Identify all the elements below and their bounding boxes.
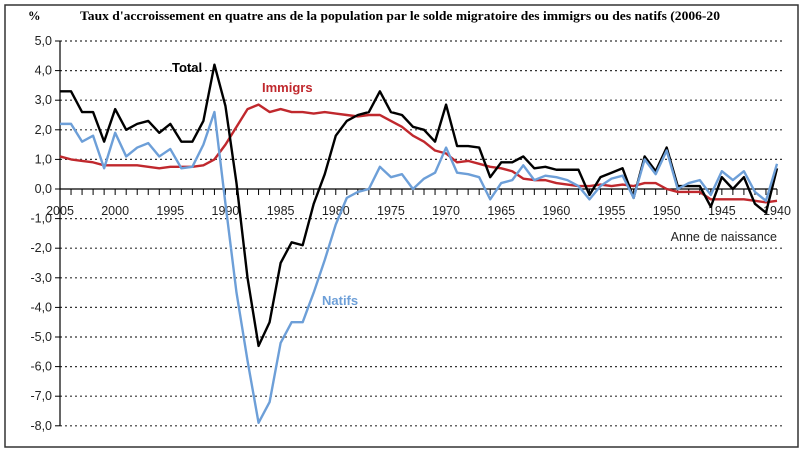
y-tick-label: -7,0 (30, 389, 52, 403)
x-tick-label: 1970 (432, 204, 460, 218)
x-tick-label: 1975 (377, 204, 405, 218)
x-tick-label: 2000 (101, 204, 129, 218)
x-tick-label: 1980 (322, 204, 350, 218)
y-tick-label: 4,0 (35, 64, 52, 78)
y-tick-label: -8,0 (30, 419, 52, 433)
x-tick-label: 1950 (653, 204, 681, 218)
x-tick-label: 2005 (46, 204, 74, 218)
y-tick-label: -1,0 (30, 212, 52, 226)
y-axis-unit: % (28, 9, 41, 23)
series-line-total (60, 63, 779, 348)
x-tick-label: 1995 (156, 204, 184, 218)
y-tick-label: -2,0 (30, 241, 52, 255)
y-tick-label: 3,0 (35, 93, 52, 107)
y-tick-label: 1,0 (35, 152, 52, 166)
x-tick-label: 1955 (598, 204, 626, 218)
series-label-immigrs: Immigrs (262, 80, 313, 95)
series-line-natifs (60, 110, 779, 425)
x-tick-label: 1985 (267, 204, 295, 218)
y-tick-label: 2,0 (35, 123, 52, 137)
x-tick-label: 1960 (542, 204, 570, 218)
chart-frame (4, 4, 799, 448)
y-tick-label: 5,0 (35, 34, 52, 48)
y-tick-label: 0,0 (35, 182, 52, 196)
y-tick-label: -3,0 (30, 271, 52, 285)
y-tick-label: -4,0 (30, 300, 52, 314)
y-tick-label: -6,0 (30, 360, 52, 374)
x-tick-label: 1940 (763, 204, 791, 218)
chart-title: Taux d'accroissement en quatre ans de la… (80, 9, 720, 23)
x-tick-label: 1945 (708, 204, 736, 218)
x-tick-label: 1965 (487, 204, 515, 218)
x-axis-label: Anne de naissance (671, 230, 777, 244)
y-tick-label: -5,0 (30, 330, 52, 344)
series-label-total: Total (172, 60, 202, 75)
series-label-natifs: Natifs (322, 293, 358, 308)
